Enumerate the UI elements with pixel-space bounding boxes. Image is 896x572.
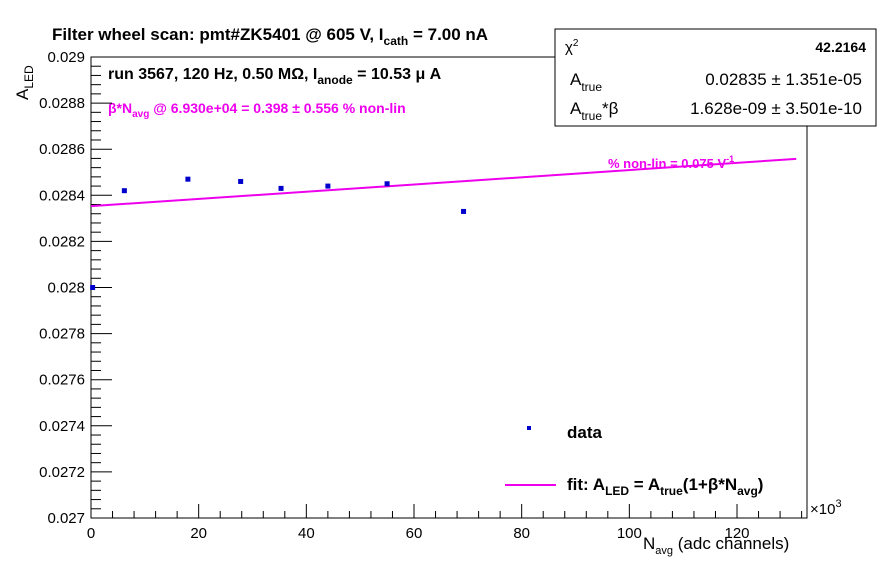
y-tick-label: 0.0272 [39,464,85,481]
data-points [90,176,467,290]
stats-value-atrue: 0.02835 ± 1.351e-05 [705,70,862,89]
x-tick-label: 80 [513,525,530,542]
data-point [278,185,284,191]
x-tick-label: 40 [298,525,315,542]
stats-label-atrue-beta: Atrue*β [570,99,619,123]
stats-box: χ2 42.2164 Atrue 0.02835 ± 1.351e-05 Atr… [554,28,877,127]
stats-label-atrue: Atrue [570,70,602,94]
y-tick-label: 0.0274 [39,418,85,435]
x-axis-label: Navg (adc channels) [643,534,789,557]
data-point [238,178,244,184]
data-point [325,183,331,189]
data-point [185,176,191,182]
y-tick-label: 0.0286 [39,141,85,158]
run-info-text: run 3567, 120 Hz, 0.50 MΩ, Ianode = 10.5… [108,66,442,87]
data-point [461,208,467,214]
x-tick-label: 0 [87,525,95,542]
y-tick-label: 0.0288 [39,95,85,112]
y-tick-label: 0.028 [47,280,85,297]
x-tick-label: 120 [724,525,749,542]
y-axis-label: ALED [13,65,36,100]
stats-row-atrue-beta: Atrue*β 1.628e-09 ± 3.501e-10 [570,99,862,123]
legend: data fit: ALED = Atrue(1+β*Navg) [505,423,763,498]
stats-label-chi2: χ2 [565,38,579,56]
y-tick-label: 0.027 [47,510,85,527]
data-point [384,181,390,187]
nonlin-note: β*Navg @ 6.930e+04 = 0.398 ± 0.556 % non… [108,100,406,120]
data-point [121,188,127,194]
y-tick-label: 0.029 [47,49,85,66]
y-tick-label: 0.0276 [39,372,85,389]
x-tick-label: 60 [406,525,423,542]
fit-group [90,157,797,208]
chart-title: Filter wheel scan: pmt#ZK5401 @ 605 V, I… [52,25,488,48]
stats-value-atrue-beta: 1.628e-09 ± 3.501e-10 [690,99,862,118]
stats-value-chi2: 42.2164 [815,39,866,55]
legend-marker-data [527,426,531,430]
y-tick-label: 0.0282 [39,233,85,250]
stats-row-chi2: χ2 42.2164 [565,38,866,56]
y-tick-label: 0.0278 [39,326,85,343]
x-tick-label: 20 [190,525,207,542]
legend-label-data: data [567,423,603,442]
x-tick-label: 100 [617,525,642,542]
data-point [90,285,96,290]
axis-ticks: 0 20 40 60 80 100 120 0.027 0.0272 0.0274 0.0276 0.… [39,49,803,542]
stats-row-atrue: Atrue 0.02835 ± 1.351e-05 [570,70,862,94]
fit-line [90,157,797,208]
x-axis-exponent: ×103 [810,498,842,518]
legend-entry-data: data [527,423,603,442]
legend-label-fit: fit: ALED = Atrue(1+β*Navg) [567,475,763,498]
legend-entry-fit: fit: ALED = Atrue(1+β*Navg) [505,475,763,498]
y-tick-label: 0.0284 [39,187,85,204]
fit-line-label: % non-lin = 0.075 V-1 [608,154,734,171]
